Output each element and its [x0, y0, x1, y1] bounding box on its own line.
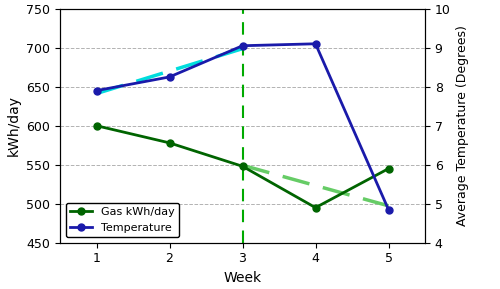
Legend: Gas kWh/day, Temperature: Gas kWh/day, Temperature	[66, 203, 180, 237]
X-axis label: Week: Week	[224, 271, 262, 285]
Y-axis label: Average Temperature (Degrees): Average Temperature (Degrees)	[456, 25, 469, 226]
Y-axis label: kWh/day: kWh/day	[6, 95, 20, 156]
